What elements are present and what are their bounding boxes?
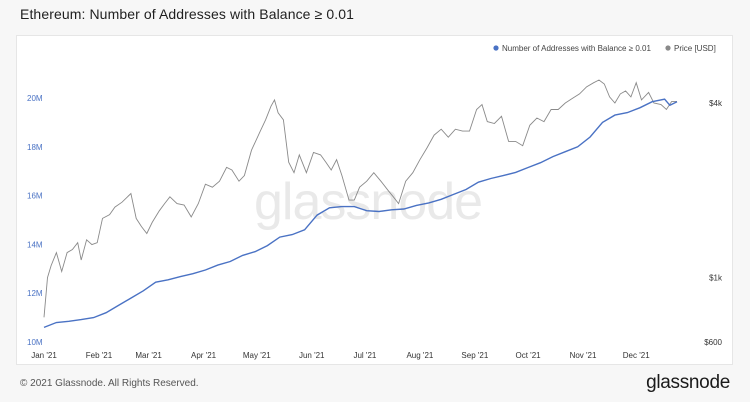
legend-label[interactable]: Price [USD] bbox=[674, 44, 716, 53]
left-axis-ticks: 10M 12M 14M 16M 18M 20M bbox=[27, 94, 43, 347]
x-axis-tick-label: Feb '21 bbox=[86, 351, 113, 360]
x-axis-tick-label: Dec '21 bbox=[623, 351, 650, 360]
right-axis-ticks: $600 $1k $4k bbox=[704, 99, 723, 347]
watermark: glassnode bbox=[254, 173, 482, 231]
x-axis-tick-label: Jul '21 bbox=[353, 351, 376, 360]
right-axis-tick-label: $4k bbox=[709, 99, 723, 108]
page-title: Ethereum: Number of Addresses with Balan… bbox=[20, 6, 354, 22]
price-series-line[interactable] bbox=[43, 79, 677, 318]
chart[interactable]: glassnode Number of Addresses with Balan… bbox=[17, 36, 732, 364]
right-axis-tick-label: $600 bbox=[704, 338, 722, 347]
copyright-text: © 2021 Glassnode. All Rights Reserved. bbox=[20, 378, 199, 389]
chart-panel: glassnode Number of Addresses with Balan… bbox=[16, 35, 733, 365]
legend-marker bbox=[665, 45, 671, 51]
left-axis-tick-label: 10M bbox=[27, 338, 43, 347]
left-axis-tick-label: 18M bbox=[27, 143, 43, 152]
x-axis-tick-label: Jan '21 bbox=[31, 351, 57, 360]
x-axis-tick-label: Apr '21 bbox=[191, 351, 217, 360]
legend-marker bbox=[493, 45, 499, 51]
x-axis-tick-label: Mar '21 bbox=[135, 351, 162, 360]
x-axis-tick-label: Nov '21 bbox=[570, 351, 597, 360]
left-axis-tick-label: 16M bbox=[27, 192, 43, 201]
addresses-series-line[interactable] bbox=[43, 98, 678, 329]
x-axis-tick-label: Sep '21 bbox=[461, 351, 488, 360]
legend-label[interactable]: Number of Addresses with Balance ≥ 0.01 bbox=[502, 44, 651, 53]
x-axis-ticks: Jan '21 Feb '21 Mar '21 Apr '21 May '21 Jun '… bbox=[31, 351, 650, 360]
brand-logo: glassnode bbox=[646, 372, 730, 393]
x-axis-tick-label: Oct '21 bbox=[516, 351, 542, 360]
x-axis-tick-label: Aug '21 bbox=[406, 351, 433, 360]
left-axis-tick-label: 14M bbox=[27, 240, 43, 249]
left-axis-tick-label: 12M bbox=[27, 289, 43, 298]
legend: Number of Addresses with Balance ≥ 0.01 P… bbox=[493, 44, 716, 53]
left-axis-tick-label: 20M bbox=[27, 94, 43, 103]
x-axis-tick-label: Jun '21 bbox=[299, 351, 325, 360]
x-axis-tick-label: May '21 bbox=[243, 351, 271, 360]
right-axis-tick-label: $1k bbox=[709, 274, 723, 283]
